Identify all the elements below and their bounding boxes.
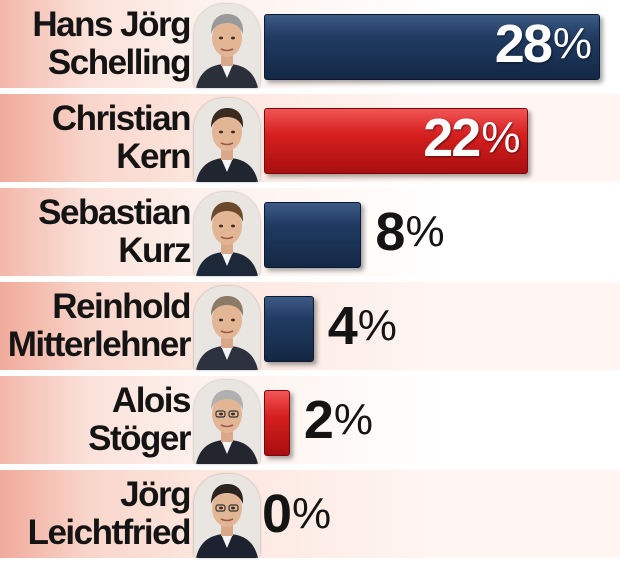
data-label-value: 28 <box>494 14 553 74</box>
data-label-unit: % <box>333 395 373 444</box>
person-portrait-icon <box>194 98 260 182</box>
category-label-line: Jörg <box>120 475 191 514</box>
person-portrait-icon <box>194 4 260 88</box>
data-label-unit: % <box>481 113 520 162</box>
bar <box>264 296 314 362</box>
data-label-value: 4 <box>327 296 358 356</box>
category-label: Alois Stöger <box>88 376 192 464</box>
category-label-line: Kurz <box>118 231 191 270</box>
data-label: 0% <box>262 470 331 558</box>
data-label-unit: % <box>292 489 331 538</box>
category-label: Christian Kern <box>51 94 192 182</box>
data-label-unit: % <box>357 301 397 350</box>
category-label-line: Reinhold <box>52 287 191 326</box>
category-label: Sebastian Kurz <box>38 188 191 276</box>
person-portrait-icon <box>194 192 260 276</box>
chart-row: Christian Kern 22% <box>0 94 620 182</box>
chart-row: Jörg Leichtfried 0% <box>0 470 620 558</box>
data-label-value: 2 <box>303 390 334 450</box>
data-label: 22% <box>423 94 520 182</box>
person-portrait-icon <box>194 380 260 464</box>
category-label-line: Hans Jörg <box>32 5 191 44</box>
chart-row: Hans Jörg Schelling 28% <box>0 0 620 88</box>
category-label-line: Kern <box>116 137 191 176</box>
category-label-line: Christian <box>51 99 192 138</box>
data-label: 4% <box>327 282 397 370</box>
category-label-line: Alois <box>111 381 192 420</box>
category-label: Reinhold Mitterlehner <box>7 282 192 370</box>
data-label-unit: % <box>405 207 444 256</box>
data-label-unit: % <box>552 19 592 68</box>
chart-row: Alois Stöger 2% <box>0 376 620 464</box>
category-label-line: Schelling <box>47 43 192 82</box>
data-label-value: 0 <box>262 484 292 544</box>
bar <box>264 108 529 174</box>
bar <box>264 390 290 456</box>
data-label: 8% <box>375 188 444 276</box>
person-portrait-icon <box>194 286 260 370</box>
category-label-line: Mitterlehner <box>7 325 192 364</box>
bar <box>264 14 600 80</box>
chart-row: Sebastian Kurz 8% <box>0 188 620 276</box>
data-label: 28% <box>494 0 592 88</box>
category-label-line: Sebastian <box>38 193 191 232</box>
data-label-value: 22 <box>423 108 481 168</box>
category-label-line: Leichtfried <box>27 513 192 552</box>
category-label: Hans Jörg Schelling <box>32 0 192 88</box>
chart-row: Reinhold Mitterlehner 4% <box>0 282 620 370</box>
category-label-line: Stöger <box>88 419 191 458</box>
person-portrait-icon <box>194 474 260 558</box>
bar <box>264 202 362 268</box>
data-label-value: 8 <box>375 202 405 262</box>
category-label: Jörg Leichtfried <box>27 470 192 558</box>
data-label: 2% <box>303 376 373 464</box>
